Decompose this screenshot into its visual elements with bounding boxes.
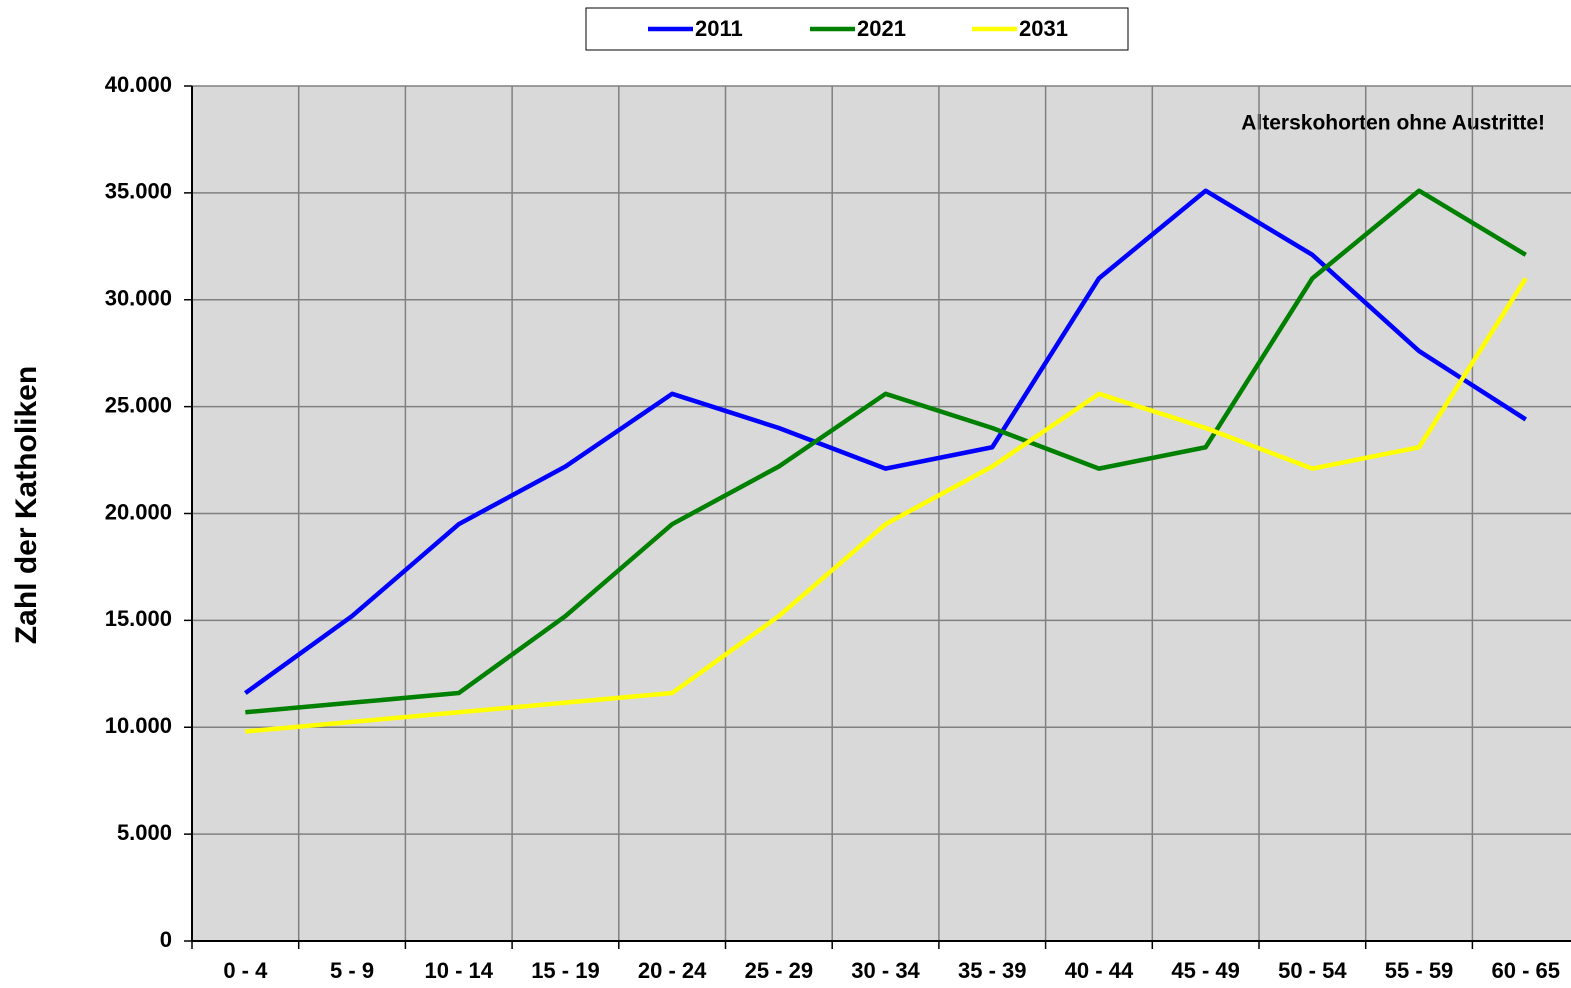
annotation: Alterskohorten ohne Austritte!	[1241, 112, 1545, 135]
legend-label: 2021	[857, 16, 906, 41]
y-tick-label: 35.000	[105, 179, 172, 204]
y-tick-label: 20.000	[105, 499, 172, 524]
x-tick-label: 15 - 19	[531, 958, 600, 983]
y-tick-label: 25.000	[105, 392, 172, 417]
x-tick-label: 50 - 54	[1278, 958, 1347, 983]
y-tick-label: 0	[160, 927, 172, 952]
series-line	[245, 188, 1527, 715]
x-tick-label: 25 - 29	[745, 958, 814, 983]
y-axis-title: Zahl der Katholiken	[10, 366, 43, 644]
x-tick-label: 55 - 59	[1385, 958, 1454, 983]
x-tick-label: 60 - 65	[1492, 958, 1561, 983]
x-tick-label: 20 - 24	[638, 958, 707, 983]
y-tick-label: 30.000	[105, 286, 172, 311]
x-tick-label: 5 - 9	[330, 958, 374, 983]
y-tick-label: 15.000	[105, 606, 172, 631]
x-tick-label: 45 - 49	[1171, 958, 1240, 983]
y-tick-label: 5.000	[117, 820, 172, 845]
series-line	[244, 188, 1527, 695]
x-tick-label: 10 - 14	[425, 958, 494, 983]
y-tick-label: 10.000	[105, 713, 172, 738]
legend-label: 2031	[1019, 16, 1068, 41]
legend-label: 2011	[695, 16, 743, 41]
y-tick-label: 40.000	[105, 72, 172, 97]
x-tick-label: 30 - 34	[851, 958, 920, 983]
x-tick-label: 40 - 44	[1065, 958, 1134, 983]
x-tick-label: 35 - 39	[958, 958, 1027, 983]
series-line	[245, 277, 1528, 734]
x-tick-label: 0 - 4	[223, 958, 268, 983]
